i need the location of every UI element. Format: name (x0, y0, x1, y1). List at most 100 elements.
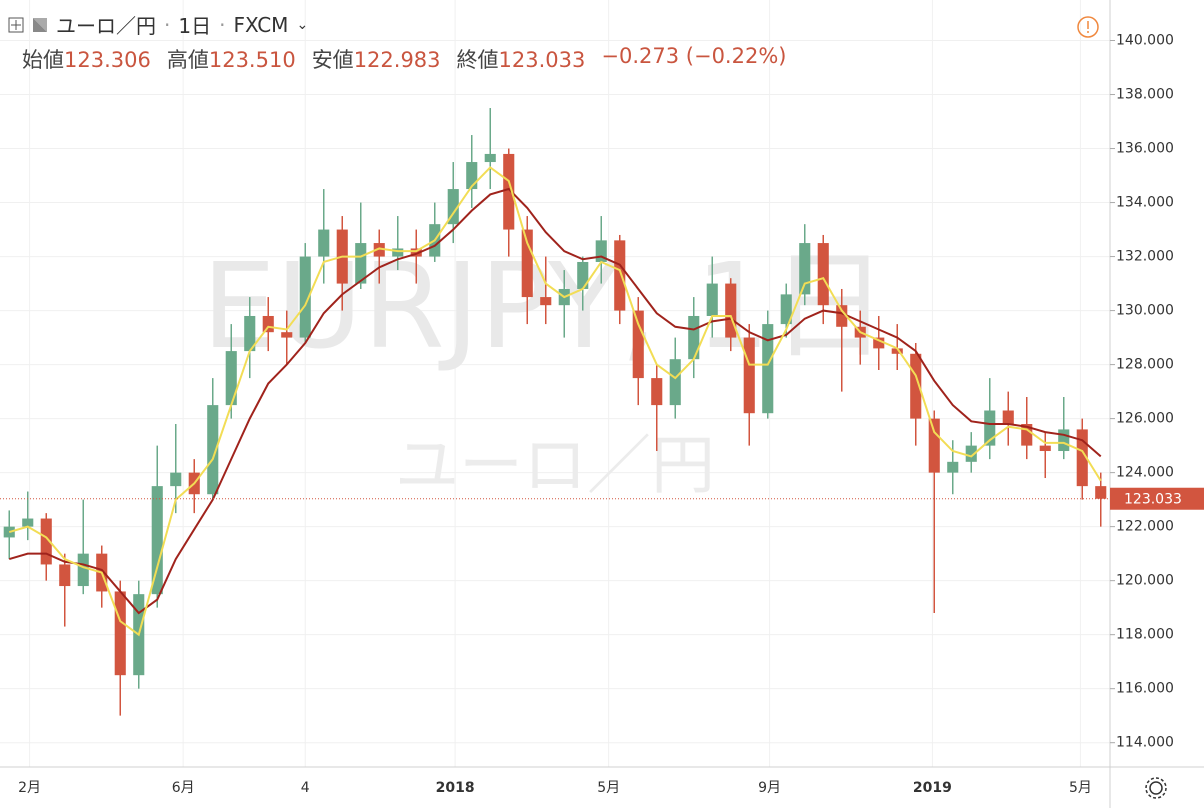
y-tick-label: 120.000 (1116, 573, 1174, 589)
candle-body (1058, 429, 1070, 452)
candle-body (225, 351, 237, 406)
ohlc-value: 122.983 (353, 48, 441, 72)
candle-body (965, 445, 977, 462)
x-tick-label: 2019 (913, 780, 952, 796)
x-tick-label: 4 (301, 780, 310, 796)
candle-body (373, 243, 385, 257)
ohlc-item: 高値123.510 (167, 44, 296, 74)
x-tick-label: 2月 (18, 780, 41, 796)
last-price-label: 123.033 (1124, 492, 1182, 508)
grid (0, 0, 1110, 767)
y-tick-label: 130.000 (1116, 303, 1174, 319)
candle-body (207, 405, 219, 495)
y-tick-label: 118.000 (1116, 627, 1174, 643)
x-tick-label: 5月 (1069, 780, 1092, 796)
candle-body (614, 240, 626, 311)
y-tick-label: 124.000 (1116, 465, 1174, 481)
change-value: −0.273 (601, 44, 680, 68)
symbol-icon (33, 17, 47, 32)
expand-icon[interactable] (8, 17, 24, 33)
candle-body (762, 324, 774, 414)
candle-body (780, 294, 792, 325)
candle-body (817, 243, 829, 306)
x-tick-label: 6月 (172, 780, 195, 796)
candle-body (669, 359, 681, 406)
candle-body (725, 283, 737, 338)
candle-body (77, 553, 89, 587)
ohlc-item: 終値123.033 (457, 44, 586, 74)
candle-body (947, 461, 959, 473)
symbol-row: ユーロ／円 · 1日 · FXCM ⌄ (8, 10, 308, 39)
y-tick-label: 134.000 (1116, 195, 1174, 211)
ohlc-label: 始値 (22, 48, 64, 72)
candle-body (1076, 429, 1088, 487)
candle-body (891, 348, 903, 354)
y-tick-label: 122.000 (1116, 519, 1174, 535)
y-tick-label: 136.000 (1116, 141, 1174, 157)
candle-body (1039, 445, 1051, 452)
moving-average (8, 187, 1102, 615)
candle-body (262, 315, 274, 333)
candle-body (466, 162, 478, 190)
plot (0, 108, 1110, 716)
change: −0.273 (−0.22%) (601, 44, 786, 74)
x-tick-label: 9月 (758, 780, 781, 796)
candle-body (318, 229, 330, 257)
candle-body (170, 472, 182, 487)
candle-body (1021, 424, 1033, 446)
y-tick-label: 114.000 (1116, 735, 1174, 751)
candle-body (836, 305, 848, 327)
candle-body (447, 189, 459, 225)
candle-body (651, 378, 663, 406)
settings-icon[interactable] (1145, 777, 1167, 799)
candle-body (928, 418, 940, 473)
candle-body (281, 332, 293, 338)
change-pct: (−0.22%) (685, 44, 787, 68)
y-tick-label: 128.000 (1116, 357, 1174, 373)
dropdown-caret[interactable]: ⌄ (296, 16, 309, 33)
last-price-box (1110, 487, 1204, 510)
candle-body (299, 256, 311, 338)
candle-body (706, 283, 718, 316)
candle-body (484, 153, 496, 163)
candle-body (632, 310, 644, 379)
ohlc-value: 123.510 (208, 48, 296, 72)
candle-body (688, 315, 700, 360)
symbol[interactable]: ユーロ／円 (56, 14, 156, 38)
y-tick-label: 116.000 (1116, 681, 1174, 697)
y-tick-label: 132.000 (1116, 249, 1174, 265)
candle-body (1095, 486, 1107, 499)
candle-body (595, 240, 607, 262)
candle-body (799, 243, 811, 295)
ohlc-value: 123.033 (498, 48, 586, 72)
candle-body (355, 243, 367, 284)
candle-body (392, 248, 404, 257)
x-tick-label: 2018 (436, 780, 475, 796)
candle-body (151, 486, 163, 595)
y-tick-label: 126.000 (1116, 411, 1174, 427)
source[interactable]: FXCM (233, 12, 289, 37)
x-tick-label: 5月 (597, 780, 620, 796)
watermark-sub: ユーロ／円 (395, 430, 715, 504)
candle-body (114, 591, 126, 676)
alert-icon[interactable] (1077, 16, 1099, 38)
moving-average (8, 166, 1102, 637)
candle-body (1002, 410, 1014, 425)
candle-body (577, 261, 589, 289)
ohlc-item: 安値122.983 (312, 44, 441, 74)
candle-body (873, 337, 885, 349)
interval[interactable]: 1日 (178, 14, 212, 38)
sep: · (219, 12, 226, 37)
candle-body (59, 564, 71, 587)
y-tick-label: 138.000 (1116, 87, 1174, 103)
ohlc-value: 123.306 (64, 48, 151, 72)
candle-body (910, 353, 922, 419)
alert-icon-dot (1087, 31, 1089, 33)
candle-body (521, 229, 533, 298)
y-tick-label: 140.000 (1116, 33, 1174, 49)
candle-body (22, 518, 34, 527)
ohlc-label: 高値 (166, 48, 209, 72)
candle-body (540, 297, 552, 306)
